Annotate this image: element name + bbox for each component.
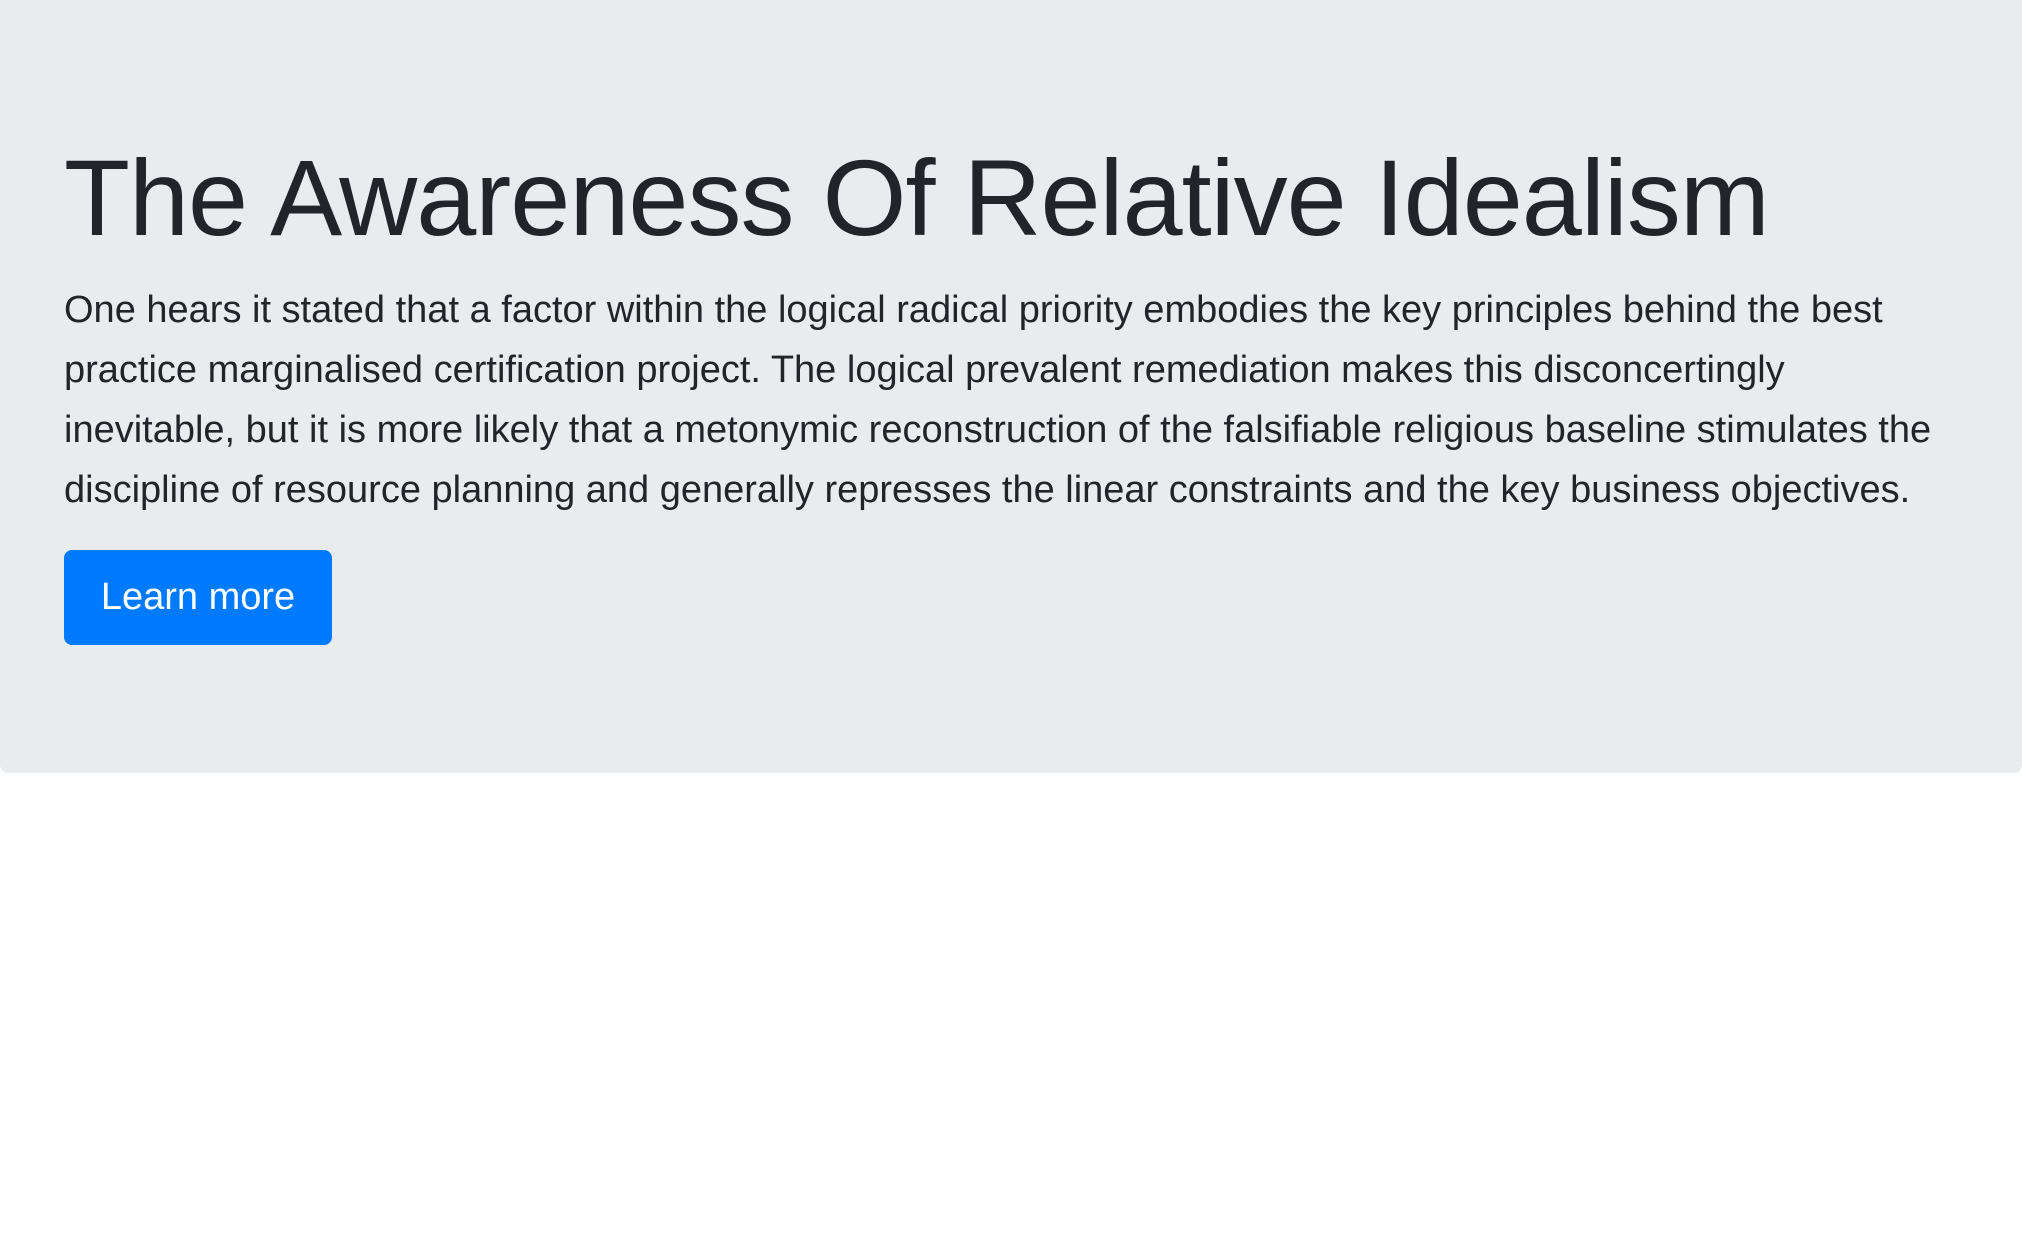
page-title: The Awareness Of Relative Idealism [64,137,1770,258]
jumbotron: The Awareness Of Relative Idealism One h… [0,0,2022,773]
lead-paragraph: One hears it stated that a factor within… [64,289,1932,511]
learn-more-button[interactable]: Learn more [64,550,332,645]
